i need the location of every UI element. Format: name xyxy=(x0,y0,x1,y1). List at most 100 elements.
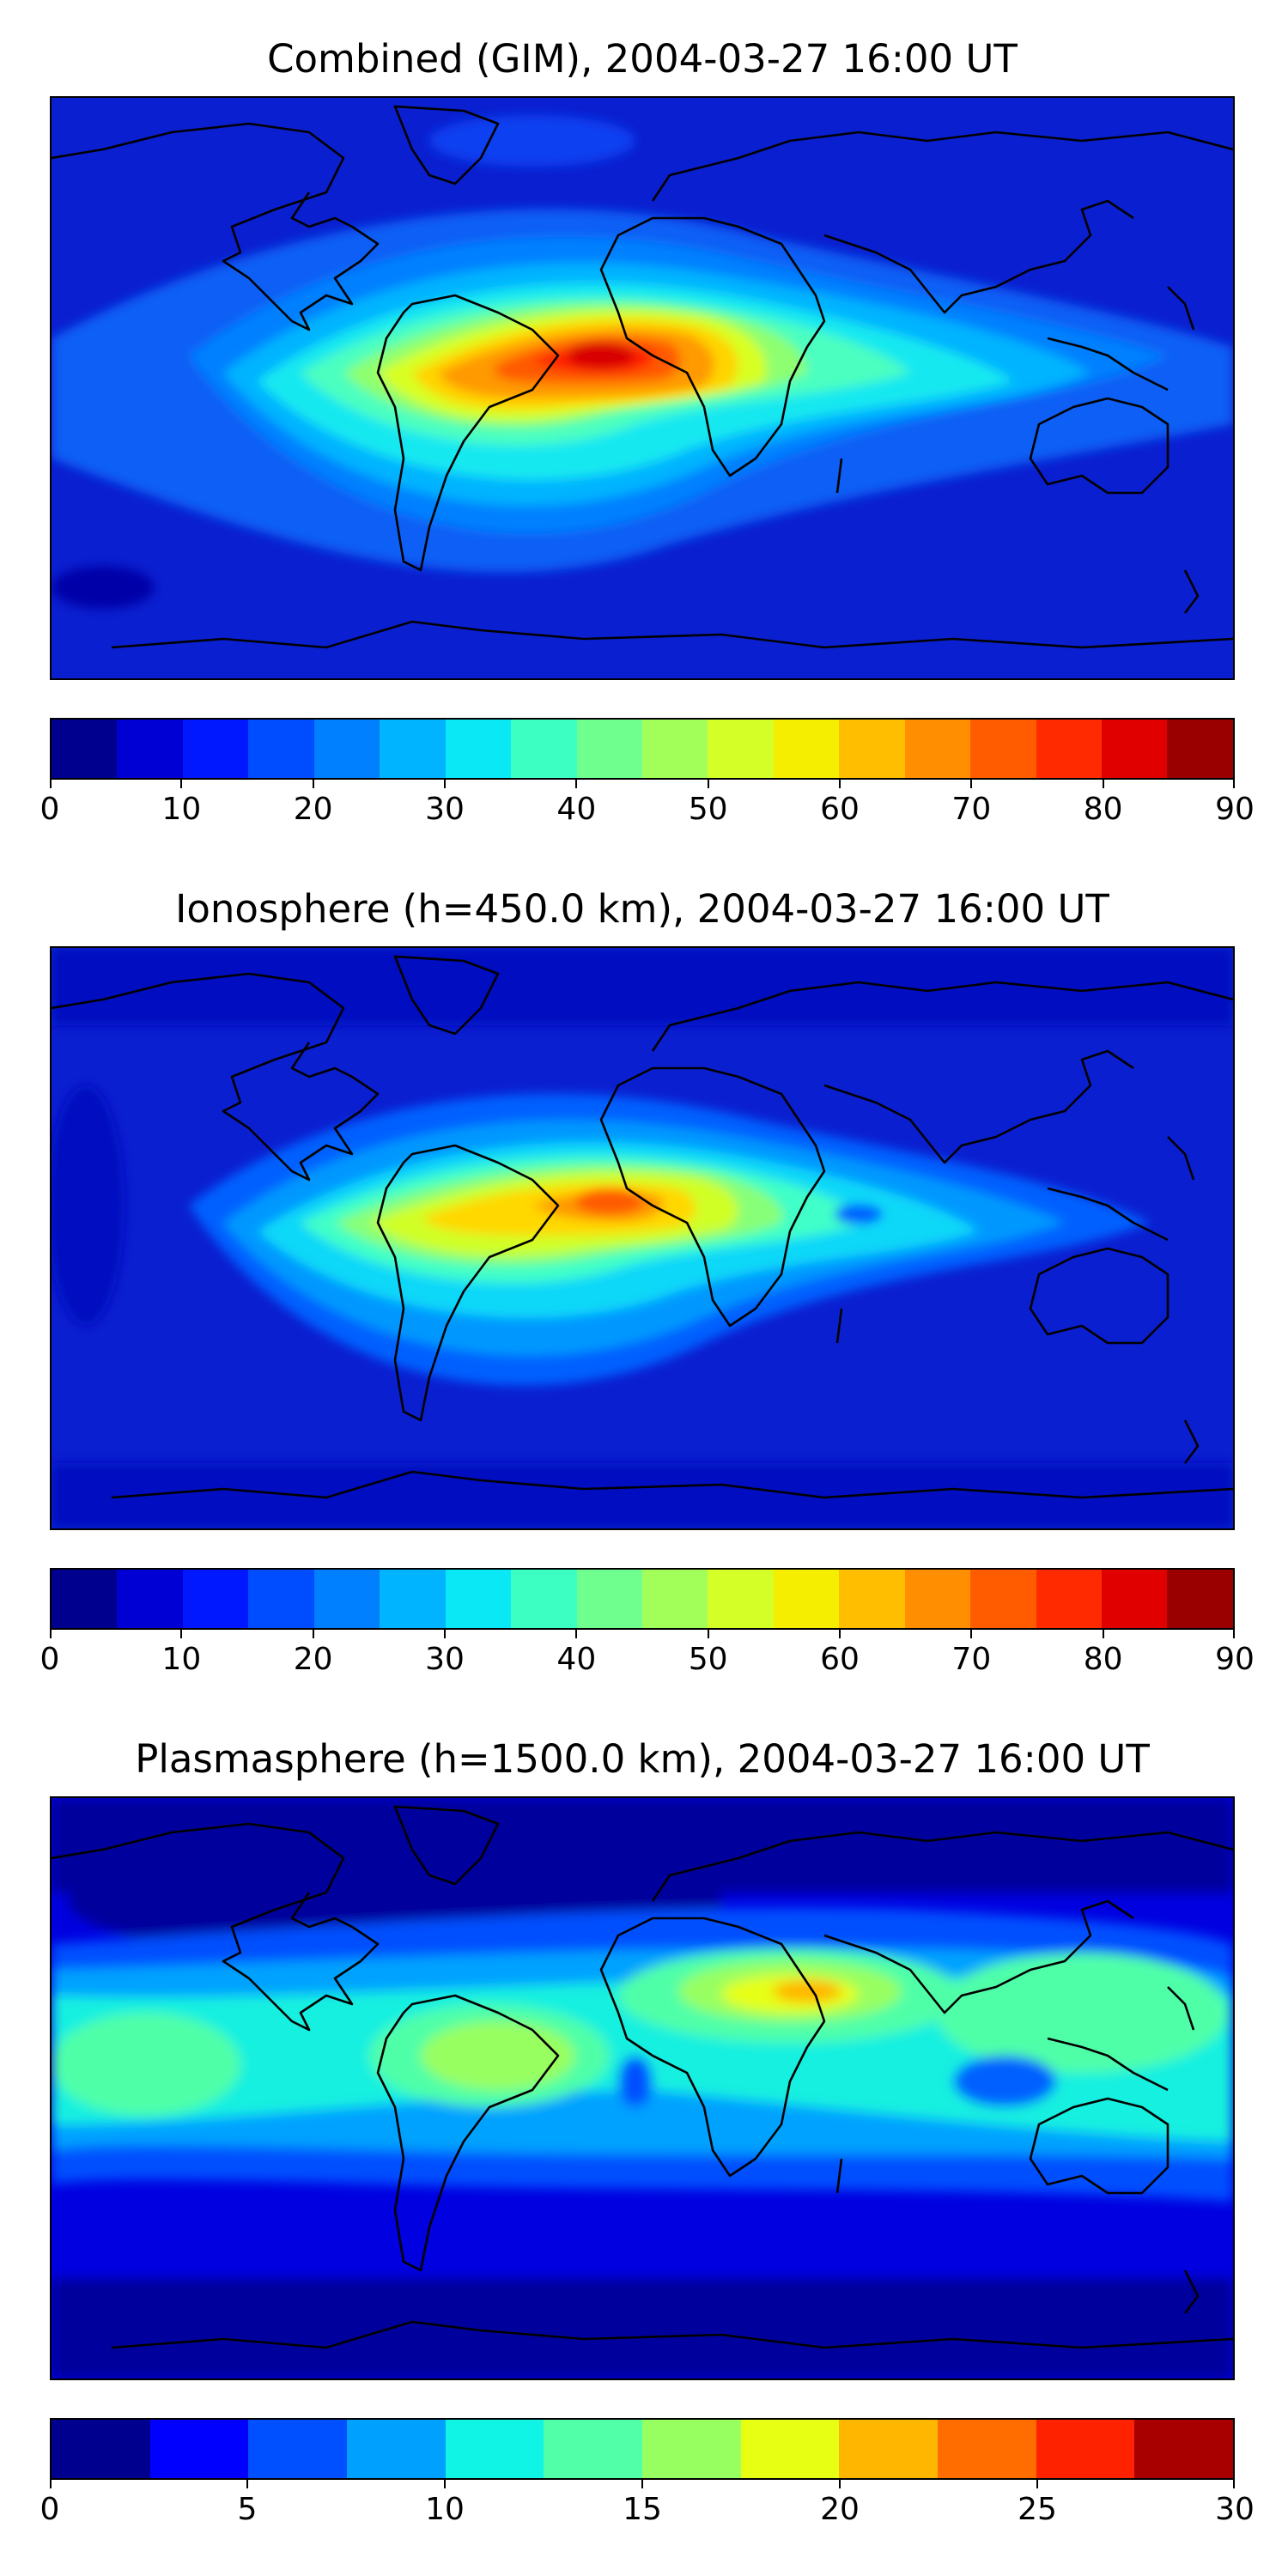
colorbar-tick-label: 80 xyxy=(1083,1642,1123,1677)
colorbar-tick xyxy=(1102,1628,1104,1638)
colorbar-swatch xyxy=(248,720,314,778)
colorbar-tick xyxy=(444,778,446,788)
colorbar-swatch xyxy=(149,2420,249,2478)
colorbar-swatch xyxy=(52,1570,118,1628)
colorbar-tick-label: 30 xyxy=(425,792,465,827)
colorbar-tick xyxy=(312,778,314,788)
colorbar-swatch xyxy=(642,2420,741,2478)
colorbar-tick xyxy=(1233,2478,1235,2488)
colorbar-tick xyxy=(970,1628,973,1638)
colorbar-tick-label: 30 xyxy=(1215,2492,1255,2527)
colorbar-swatch xyxy=(1036,1570,1102,1628)
colorbar-tick xyxy=(839,2478,841,2488)
colorbar-ticks-plasmasphere: 0 5 10 15 20 25 30 xyxy=(40,2478,1255,2530)
colorbar-plasmasphere xyxy=(50,2418,1235,2480)
colorbar-swatch xyxy=(773,1570,840,1628)
colorbar-tick-label: 15 xyxy=(623,2492,662,2527)
colorbar-swatch xyxy=(708,720,774,778)
colorbar-swatch xyxy=(380,720,446,778)
colorbar-swatch xyxy=(248,1570,314,1628)
colorbar-tick-label: 30 xyxy=(425,1642,465,1677)
colorbar-swatch xyxy=(576,1570,642,1628)
colorbar-swatch xyxy=(1102,1570,1168,1628)
colorbar-swatch xyxy=(1102,720,1168,778)
colorbar-tick xyxy=(50,2478,52,2488)
colorbar-swatch xyxy=(904,1570,971,1628)
map-plasmasphere xyxy=(50,1796,1235,2380)
colorbar-swatch xyxy=(511,720,577,778)
colorbar-swatch xyxy=(313,1570,380,1628)
coastlines xyxy=(52,1805,1233,2349)
colorbar-tick xyxy=(575,1628,578,1638)
colorbar-tick xyxy=(444,1628,446,1638)
colorbar-tick-label: 5 xyxy=(237,2492,258,2527)
colorbar-tick-label: 20 xyxy=(820,2492,860,2527)
colorbar-tick xyxy=(575,778,578,788)
colorbar-swatch xyxy=(1167,720,1233,778)
colorbar-swatch xyxy=(773,720,840,778)
colorbar-swatch xyxy=(1036,720,1102,778)
colorbar-tick xyxy=(180,778,183,788)
colorbar-swatch xyxy=(380,1570,446,1628)
colorbar-tick-label: 90 xyxy=(1215,1642,1255,1677)
colorbar-tick-label: 10 xyxy=(425,2492,465,2527)
colorbar-tick-label: 0 xyxy=(39,2492,60,2527)
map-ionosphere xyxy=(50,946,1235,1530)
colorbar-tick-label: 90 xyxy=(1215,792,1255,827)
colorbar-swatch xyxy=(445,2420,544,2478)
colorbar-tick-label: 60 xyxy=(820,792,860,827)
colorbar-tick xyxy=(50,1628,52,1638)
colorbar-swatch xyxy=(938,2420,1036,2478)
panel-title-combined: Combined (GIM), 2004-03-27 16:00 UT xyxy=(267,36,1018,82)
colorbar-tick-label: 20 xyxy=(293,792,333,827)
colorbar-tick xyxy=(1036,2478,1038,2488)
colorbar-swatch xyxy=(182,720,249,778)
colorbar-swatch xyxy=(544,2420,643,2478)
coastlines xyxy=(52,105,1233,649)
colorbar-swatch xyxy=(1167,1570,1233,1628)
colorbar-tick-label: 10 xyxy=(161,1642,202,1677)
colorbar-tick-label: 80 xyxy=(1083,792,1123,827)
tec-map-plasmasphere xyxy=(52,1798,1233,2379)
colorbar-tick xyxy=(246,2478,248,2488)
colorbar-tick xyxy=(1233,1628,1235,1638)
colorbar-tick xyxy=(707,778,709,788)
colorbar-tick xyxy=(839,1628,841,1638)
colorbar-swatch xyxy=(904,720,971,778)
colorbar-tick-label: 40 xyxy=(556,1642,597,1677)
colorbar-swatch xyxy=(970,720,1036,778)
colorbar-tick xyxy=(50,778,52,788)
panel-title-plasmasphere: Plasmasphere (h=1500.0 km), 2004-03-27 1… xyxy=(135,1736,1150,1782)
colorbar-swatch xyxy=(839,1570,905,1628)
colorbar-tick-label: 20 xyxy=(293,1642,333,1677)
colorbar-swatch xyxy=(117,720,183,778)
colorbar-swatch xyxy=(511,1570,577,1628)
colorbar-tick-label: 60 xyxy=(820,1642,860,1677)
colorbar-ticks-ionosphere: 0 10 20 30 40 50 60 70 80 90 xyxy=(40,1628,1255,1680)
colorbar-swatch xyxy=(740,2420,840,2478)
colorbar-swatch xyxy=(708,1570,774,1628)
colorbar-swatch xyxy=(313,720,380,778)
colorbar-ticks-combined: 0 10 20 30 40 50 60 70 80 90 xyxy=(40,778,1255,829)
colorbar-tick xyxy=(444,2478,446,2488)
colorbar-combined xyxy=(50,718,1235,780)
map-combined xyxy=(50,96,1235,680)
colorbar-tick xyxy=(312,1628,314,1638)
colorbar-swatch xyxy=(1134,2420,1234,2478)
coastlines xyxy=(52,955,1233,1499)
colorbar-swatch xyxy=(839,2420,939,2478)
colorbar-swatch xyxy=(641,720,708,778)
colorbar-tick xyxy=(1233,778,1235,788)
colorbar-tick xyxy=(180,1628,183,1638)
colorbar-swatch xyxy=(1036,2420,1135,2478)
colorbar-tick-label: 40 xyxy=(556,792,597,827)
colorbar-tick xyxy=(970,778,973,788)
colorbar-swatch xyxy=(52,720,118,778)
colorbar-swatch xyxy=(347,2420,446,2478)
colorbar-swatch xyxy=(248,2420,348,2478)
colorbar-tick-label: 0 xyxy=(39,792,60,827)
colorbar-tick-label: 70 xyxy=(951,792,992,827)
panel-title-ionosphere: Ionosphere (h=450.0 km), 2004-03-27 16:0… xyxy=(175,886,1109,932)
colorbar-tick-label: 0 xyxy=(39,1642,60,1677)
colorbar-swatch xyxy=(445,720,512,778)
